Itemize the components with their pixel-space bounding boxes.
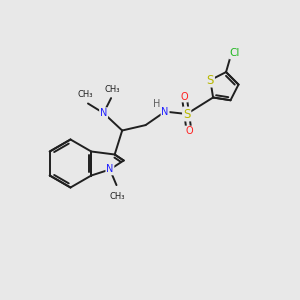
Text: S: S [207,74,214,87]
Text: N: N [161,106,169,117]
Text: CH₃: CH₃ [77,90,93,99]
Text: N: N [106,164,114,175]
Text: CH₃: CH₃ [109,192,125,201]
Text: O: O [185,126,193,136]
Text: S: S [183,107,190,121]
Text: H: H [153,99,160,109]
Text: N: N [100,108,107,118]
Text: CH₃: CH₃ [105,85,120,94]
Text: Cl: Cl [230,49,240,58]
Text: O: O [181,92,188,102]
